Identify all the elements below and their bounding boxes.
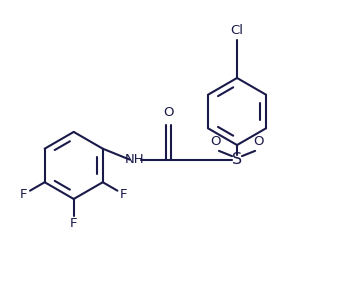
Text: F: F [20, 188, 28, 201]
Text: O: O [254, 135, 264, 148]
Text: F: F [70, 217, 78, 230]
Text: O: O [210, 135, 220, 148]
Text: F: F [120, 188, 127, 201]
Text: NH: NH [125, 153, 145, 166]
Text: S: S [232, 152, 242, 167]
Text: O: O [163, 106, 174, 119]
Text: Cl: Cl [231, 24, 244, 37]
